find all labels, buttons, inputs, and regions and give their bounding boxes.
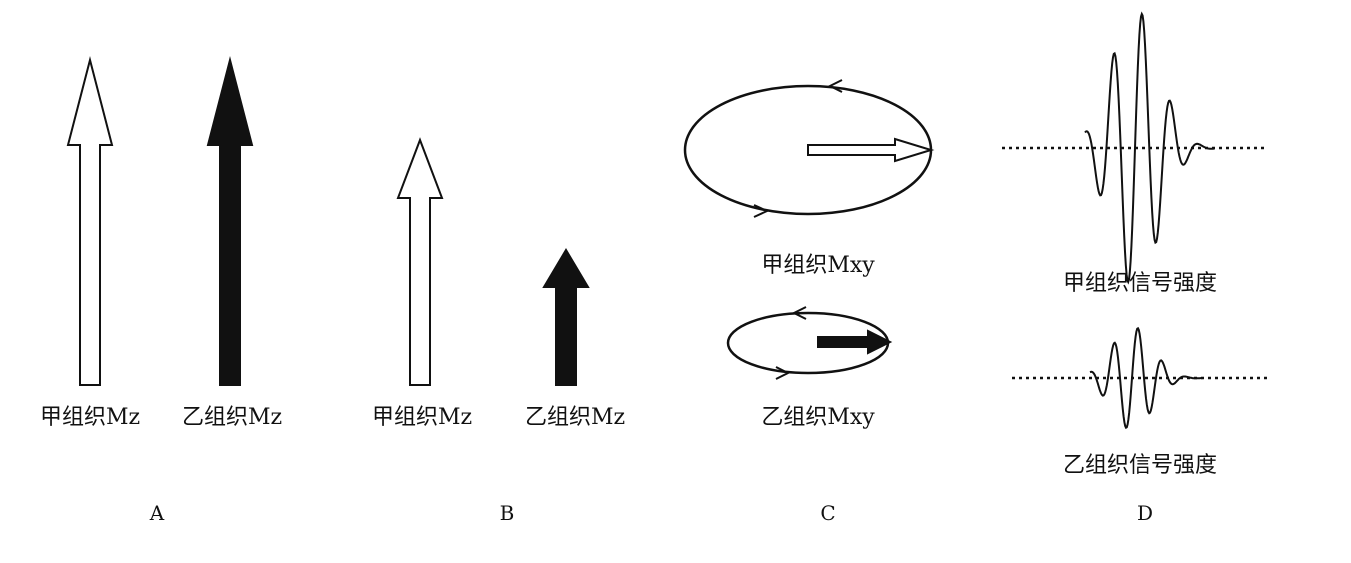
label-b-jia: 甲组织Mz xyxy=(372,405,472,430)
panel-d: 甲组织信号强度 乙组织信号强度 D xyxy=(1002,11,1268,525)
arrow-a-jia-mz xyxy=(66,56,114,386)
panel-c: 甲组织Mxy 乙组织Mxy C xyxy=(683,79,935,525)
panel-label-d: D xyxy=(1137,501,1153,525)
arrow-b-yi-mz xyxy=(542,248,590,386)
panel-b: 甲组织Mz 乙组织Mz B xyxy=(372,137,625,525)
label-c-yi: 乙组织Mxy xyxy=(761,405,875,430)
orbit-direction-arrow-top-yi xyxy=(791,306,807,320)
arrow-b-jia-mz xyxy=(396,137,444,386)
signal-waveform-yi xyxy=(1089,326,1204,430)
label-c-jia: 甲组织Mxy xyxy=(761,253,875,278)
label-d-yi: 乙组织信号强度 xyxy=(1063,453,1217,478)
orbit-direction-arrow-top-jia xyxy=(827,79,843,93)
arrow-c-yi-mxy xyxy=(817,329,893,355)
panel-label-b: B xyxy=(500,501,515,525)
label-a-yi: 乙组织Mz xyxy=(182,405,282,430)
orbit-direction-arrow-bottom-jia xyxy=(753,204,770,218)
arrow-c-jia-mxy xyxy=(807,137,935,163)
orbit-direction-arrow-bottom-yi xyxy=(775,366,791,380)
label-d-jia: 甲组织信号强度 xyxy=(1063,271,1217,296)
signal-waveform-jia xyxy=(1084,11,1215,285)
panel-a: 甲组织Mz 乙组织Mz A xyxy=(40,56,282,525)
label-a-jia: 甲组织Mz xyxy=(40,405,140,430)
panel-label-c: C xyxy=(820,501,835,525)
label-b-yi: 乙组织Mz xyxy=(525,405,625,430)
panel-label-a: A xyxy=(149,501,165,525)
arrow-a-yi-mz xyxy=(206,56,254,386)
